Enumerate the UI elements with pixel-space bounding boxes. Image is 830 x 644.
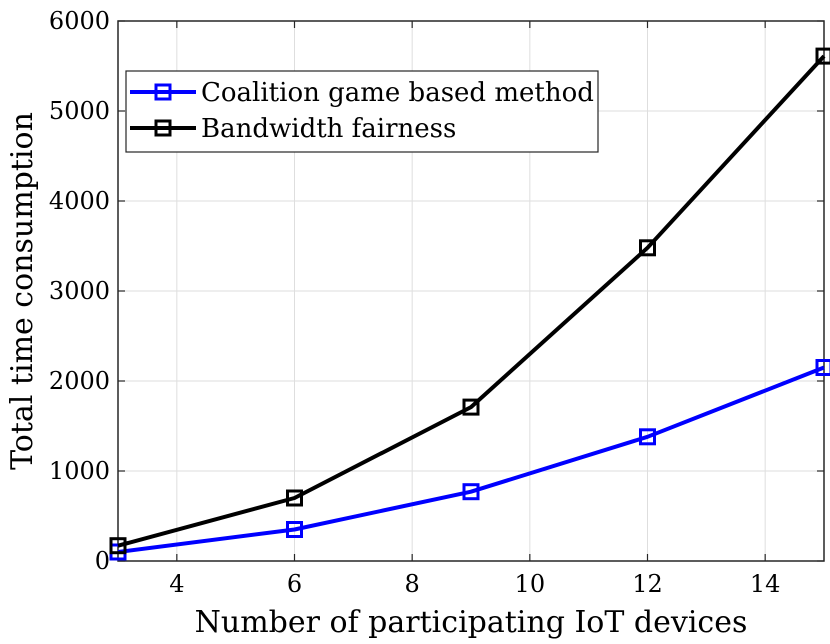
legend-label-coalition: Coalition game based method bbox=[201, 78, 594, 108]
data-point-marker bbox=[815, 47, 830, 65]
y-axis-label: Total time consumption bbox=[5, 112, 40, 470]
y-tick-label: 5000 bbox=[49, 97, 110, 125]
x-tick-label: 14 bbox=[750, 570, 781, 598]
x-tick-label: 6 bbox=[287, 570, 302, 598]
data-point-marker bbox=[639, 239, 656, 257]
data-point-marker bbox=[462, 398, 480, 416]
series-line-0 bbox=[117, 365, 825, 554]
y-tick-label: 4000 bbox=[49, 187, 110, 215]
y-tick-label: 1000 bbox=[49, 457, 110, 485]
data-point-marker bbox=[109, 537, 127, 555]
y-tick-label: 2000 bbox=[49, 367, 110, 395]
x-tick-label: 4 bbox=[169, 570, 184, 598]
data-point-marker bbox=[639, 428, 656, 446]
data-point-marker bbox=[815, 359, 830, 376]
series-lines bbox=[109, 47, 830, 561]
data-point-marker bbox=[286, 489, 303, 507]
legend-box bbox=[125, 70, 599, 153]
x-tick-label: 12 bbox=[632, 570, 663, 598]
axis-ticks: 4 6 8 10 12 14 0 1000 2000 3000 4000 5000 6000 bbox=[49, 7, 824, 598]
y-tick-label: 0 bbox=[95, 547, 110, 575]
data-point-marker bbox=[286, 521, 303, 538]
x-tick-label: 10 bbox=[515, 570, 546, 598]
legend-marker-coalition bbox=[154, 83, 172, 101]
y-tick-label: 6000 bbox=[49, 7, 110, 35]
legend-marker-bandwidth bbox=[154, 119, 172, 137]
legend-label-bandwidth: Bandwidth fairness bbox=[201, 114, 456, 144]
x-axis-label: Number of participating IoT devices bbox=[195, 605, 748, 640]
series-line-1 bbox=[117, 54, 826, 548]
y-tick-label: 3000 bbox=[49, 277, 110, 305]
data-point-marker bbox=[462, 483, 480, 501]
legend: Coalition game based method Bandwidth fa… bbox=[125, 70, 599, 153]
x-tick-label: 8 bbox=[405, 570, 420, 598]
